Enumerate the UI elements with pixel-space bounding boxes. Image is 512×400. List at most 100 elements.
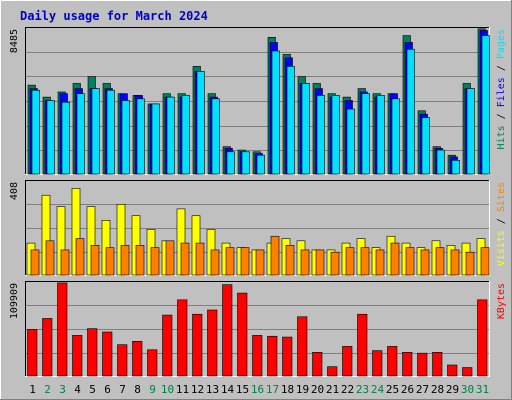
panel-kbytes: 109909 KBytes [9,281,507,377]
bar-sites-day-17 [270,235,280,276]
day-label-7: 7 [119,383,126,396]
day-label-4: 4 [74,383,81,396]
legend-separator: / [496,107,507,125]
bar-sites-day-23 [360,247,370,276]
bar-sites-day-14 [225,247,235,276]
day-label-17: 17 [266,383,279,396]
bar-pages-day-31 [481,35,490,175]
legend-item-pages: Pages [496,29,507,59]
bar-pages-day-1 [31,89,40,175]
bar-pages-day-11 [181,95,190,175]
day-label-18: 18 [281,383,294,396]
bar-kbytes-day-26 [402,352,413,377]
day-label-30: 30 [461,383,474,396]
bar-pages-day-20 [316,95,325,175]
day-label-19: 19 [296,383,309,396]
bar-sites-day-13 [210,249,220,276]
bar-sites-day-3 [60,249,70,276]
bar-pages-day-6 [106,89,115,175]
y-max-label-hits-files-pages: 8485 [9,29,20,53]
bar-sites-day-16 [255,249,265,276]
bar-pages-day-3 [61,101,70,175]
bar-sites-day-8 [135,245,145,276]
day-label-26: 26 [401,383,414,396]
legend-separator: / [496,59,507,77]
day-label-14: 14 [221,383,235,396]
bar-sites-day-21 [330,251,340,276]
bar-kbytes-day-25 [387,346,398,377]
bar-sites-day-28 [435,247,445,276]
bar-pages-day-13 [211,98,220,175]
bar-sites-day-6 [105,247,115,276]
bar-sites-day-7 [120,245,130,276]
day-label-24: 24 [371,383,385,396]
bar-kbytes-day-17 [267,335,278,377]
bar-sites-day-10 [165,240,175,276]
bar-pages-day-15 [241,151,250,175]
chart-title: Daily usage for March 2024 [20,9,208,23]
panel-hits-files-pages: 8485 Hits / Files / Pages [9,27,507,175]
bar-sites-day-2 [45,240,55,276]
bar-kbytes-day-14 [222,284,233,377]
bar-pages-day-25 [391,98,400,175]
bar-kbytes-day-13 [207,309,218,377]
legend-item-visits: Visits [496,230,507,266]
bar-pages-day-12 [196,71,205,175]
day-label-3: 3 [59,383,66,396]
legend-separator: / [496,212,507,230]
bar-pages-day-14 [226,151,235,175]
legend-hits-files-pages: Hits / Files / Pages [496,29,507,149]
legend-item-sites: Sites [496,182,507,212]
bar-kbytes-day-3 [57,282,68,377]
legend-visits-sites: Visits / Sites [496,182,507,266]
bar-sites-day-25 [390,242,400,276]
bar-kbytes-day-10 [162,314,173,377]
day-label-6: 6 [104,383,111,396]
bar-pages-day-5 [91,88,100,175]
day-label-8: 8 [134,383,141,396]
bar-sites-day-22 [345,247,355,276]
bar-kbytes-day-6 [102,331,113,377]
bar-pages-day-9 [151,103,160,175]
bar-kbytes-day-31 [477,299,488,377]
bar-kbytes-day-1 [27,329,38,377]
day-label-11: 11 [176,383,189,396]
bar-pages-day-26 [406,48,415,175]
bar-kbytes-day-15 [237,292,248,377]
bar-sites-day-15 [240,247,250,276]
day-label-15: 15 [236,383,249,396]
day-label-9: 9 [149,383,156,396]
legend-kbytes: KBytes [496,283,507,319]
bar-pages-day-19 [301,83,310,175]
day-label-13: 13 [206,383,219,396]
bar-kbytes-day-18 [282,336,293,377]
bar-pages-day-2 [46,100,55,175]
bar-sites-day-20 [315,249,325,276]
bar-pages-day-10 [166,96,175,175]
bar-kbytes-day-24 [372,350,383,377]
bar-kbytes-day-11 [177,299,188,377]
day-label-23: 23 [356,383,369,396]
bar-pages-day-16 [256,154,265,175]
bar-pages-day-17 [271,50,280,175]
y-max-label-visits-sites: 408 [9,182,20,200]
legend-item-files: Files [496,77,507,107]
bar-pages-day-8 [136,98,145,175]
bar-sites-day-31 [480,247,490,276]
bar-kbytes-day-9 [147,349,158,377]
bar-kbytes-day-19 [297,316,308,377]
bar-pages-day-29 [451,160,460,175]
bar-pages-day-27 [421,117,430,175]
bar-pages-day-21 [331,95,340,175]
bar-sites-day-12 [195,242,205,276]
bar-sites-day-18 [285,245,295,276]
legend-item-hits: Hits [496,125,507,149]
bar-pages-day-24 [376,95,385,175]
bar-pages-day-23 [361,93,370,175]
bar-kbytes-day-20 [312,352,323,377]
bar-kbytes-day-5 [87,328,98,377]
bar-kbytes-day-23 [357,313,368,377]
bar-pages-day-18 [286,66,295,175]
day-label-27: 27 [416,383,429,396]
